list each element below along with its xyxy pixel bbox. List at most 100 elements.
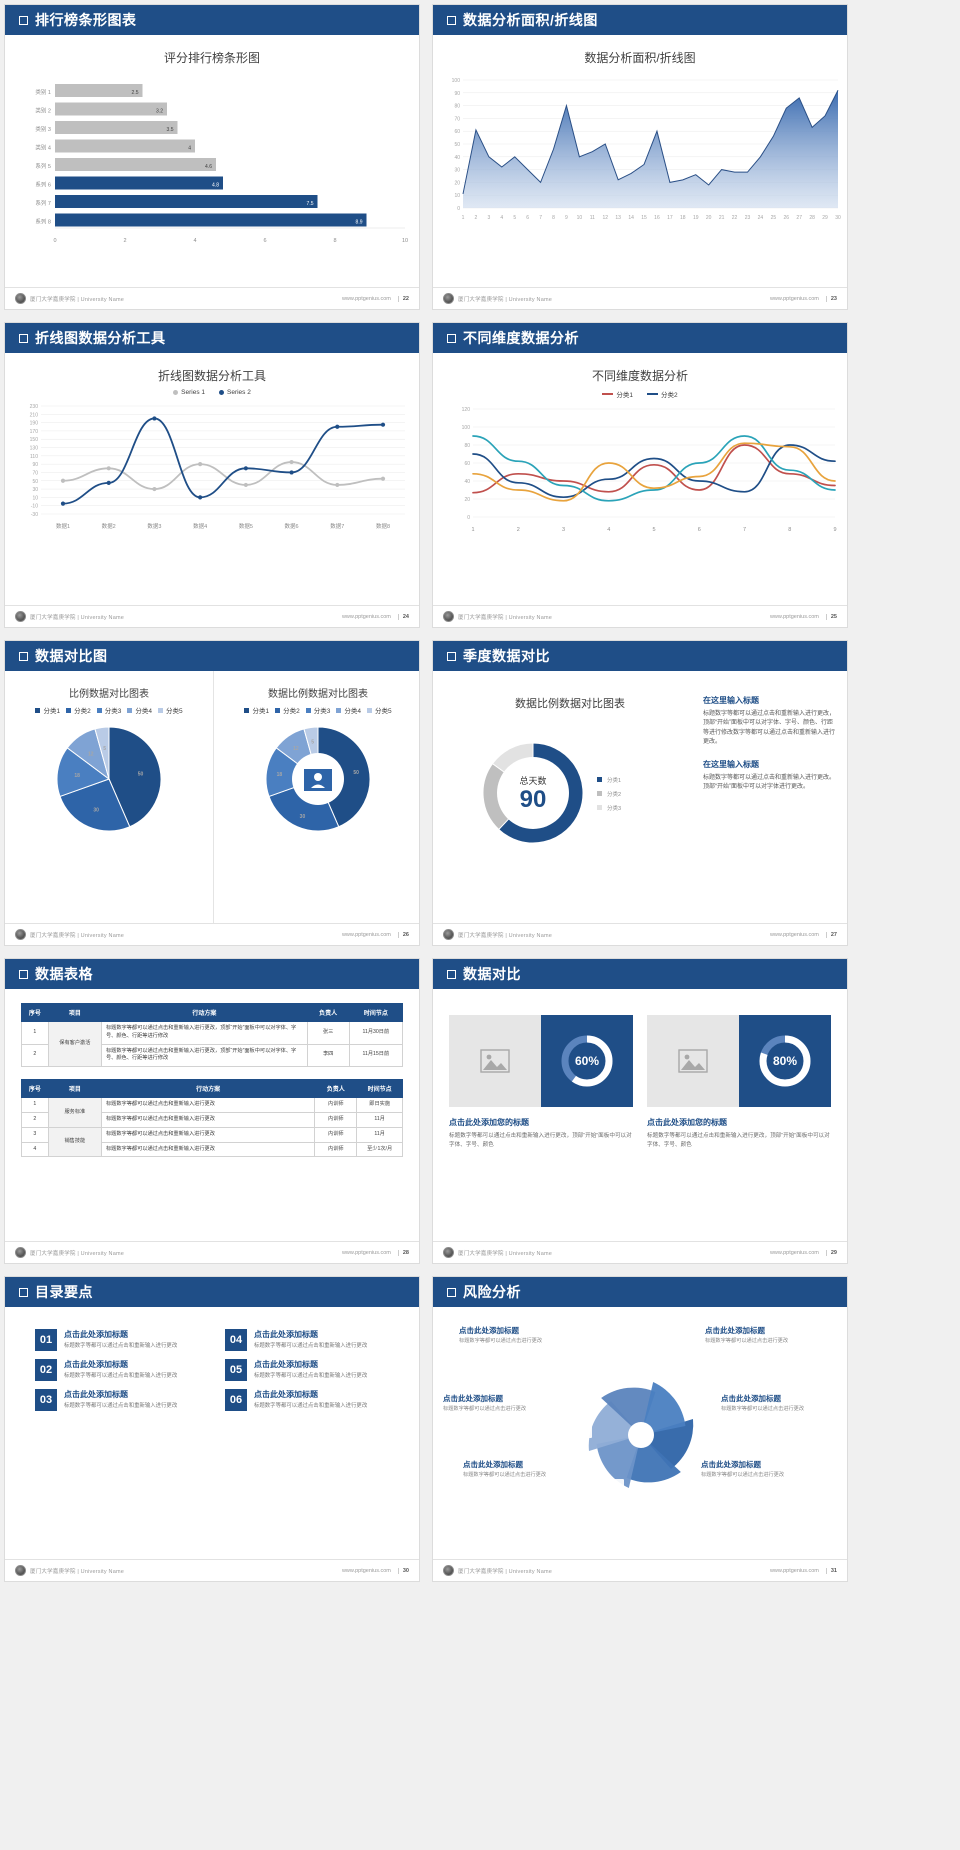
svg-text:数据1: 数据1: [56, 522, 70, 530]
footer-org: 厦门大学嘉庚学院 | University Name: [30, 932, 125, 939]
chart-title: 不同维度数据分析: [591, 369, 688, 383]
catalog-item[interactable]: 03 点击此处添加标题 标题数字等都可以通过点击和重新输入进行更改: [35, 1389, 199, 1411]
svg-text:30: 30: [835, 215, 841, 221]
risk-item[interactable]: 点击此处添加标题 标题数字等都可以通过点击进行更改: [459, 1325, 577, 1346]
slide-title-bar: 数据表格: [5, 959, 419, 989]
risk-heading: 点击此处添加标题: [721, 1394, 781, 1403]
document-icon: [673, 1369, 686, 1382]
footer-url: www.pptgenius.com: [769, 931, 819, 938]
svg-text:60: 60: [454, 129, 460, 135]
svg-text:系列 7: 系列 7: [35, 199, 51, 207]
svg-text:4.6: 4.6: [205, 164, 212, 170]
person-icon: [304, 769, 332, 791]
square-bullet-icon: [19, 1287, 28, 1297]
legend-swatch: [127, 707, 133, 713]
compare-item: 80% 点击此处添加您的标题 标题数字等都可以通过点击和重新输入进行更改，顶部“…: [647, 1015, 831, 1150]
svg-text:系列 5: 系列 5: [35, 162, 51, 170]
svg-text:30: 30: [93, 808, 99, 814]
pie-panel-left: 比例数据对比图表 分类1 分类2 分类3 分类4 分类5 50 30 18 12 5: [5, 671, 213, 923]
svg-text:90: 90: [520, 786, 547, 813]
svg-text:类别 3: 类别 3: [35, 125, 51, 133]
svg-text:10: 10: [577, 215, 583, 221]
data-table-1: 序号 项目 行动方案 负责人 时间节点 1 保有客户激活 标题数字等都可以通过点击和重新输入进…: [21, 1003, 404, 1068]
table-cell: 保有客户激活: [47, 1020, 102, 1068]
svg-text:26: 26: [783, 215, 789, 221]
footer-org: 厦门大学嘉庚学院 | University Name: [30, 1250, 125, 1257]
svg-text:类别 2: 类别 2: [35, 107, 51, 115]
svg-text:17: 17: [667, 215, 673, 221]
catalog-text: 标题数字等都可以通过点击和重新输入进行更改: [254, 1373, 368, 1379]
catalog-item[interactable]: 05 点击此处添加标题 标题数字等都可以通过点击和重新输入进行更改: [225, 1359, 389, 1381]
table-cell: 至少1次/月: [356, 1141, 403, 1158]
svg-text:70: 70: [454, 116, 460, 122]
legend-label: 分类5: [374, 708, 392, 715]
legend-item: 分类1: [244, 705, 269, 715]
svg-text:40: 40: [454, 155, 460, 161]
catalog-text: 标题数字等都可以通过点击和重新输入进行更改: [64, 1343, 178, 1349]
slide-catalog: 目录要点 01 点击此处添加标题 标题数字等都可以通过点击和重新输入进行更改 04 点击…: [4, 1276, 420, 1582]
risk-item[interactable]: 点击此处添加标题 标题数字等都可以通过点击进行更改: [721, 1393, 839, 1414]
university-crest-icon: [443, 1247, 454, 1258]
table-cell: 11月: [356, 1126, 403, 1143]
catalog-item[interactable]: 01 点击此处添加标题 标题数字等都可以通过点击和重新输入进行更改: [35, 1329, 199, 1351]
risk-item[interactable]: 点击此处添加标题 标题数字等都可以通过点击进行更改: [463, 1459, 581, 1480]
risk-item[interactable]: 点击此处添加标题 标题数字等都可以通过点击进行更改: [701, 1459, 819, 1480]
svg-text:60: 60: [464, 461, 470, 467]
slide-title: 排行榜条形图表: [35, 12, 137, 28]
svg-text:4.8: 4.8: [212, 183, 219, 189]
svg-text:9: 9: [833, 527, 836, 533]
svg-text:70: 70: [32, 470, 38, 476]
svg-text:6: 6: [698, 527, 701, 533]
catalog-heading: 点击此处添加标题: [64, 1390, 128, 1399]
svg-text:11: 11: [590, 215, 595, 221]
slide-title: 数据对比图: [35, 648, 108, 664]
risk-item[interactable]: 点击此处添加标题 标题数字等都可以通过点击进行更改: [443, 1393, 561, 1414]
risk-heading: 点击此处添加标题: [463, 1460, 523, 1469]
legend-swatch: [366, 707, 372, 713]
slide-footer: 厦门大学嘉庚学院 | University Name www.pptgenius…: [433, 1559, 847, 1581]
catalog-heading: 点击此处添加标题: [254, 1330, 318, 1339]
footer-page: 25: [825, 613, 837, 620]
svg-text:3: 3: [562, 527, 565, 533]
catalog-item[interactable]: 06 点击此处添加标题 标题数字等都可以通过点击和重新输入进行更改: [225, 1389, 389, 1411]
block-text: 标题数字等都可以通过点击和重新输入进行更改。顶部“开始”面板中可以对字体进行更改…: [703, 775, 836, 791]
catalog-list: 01 点击此处添加标题 标题数字等都可以通过点击和重新输入进行更改 04 点击此处添加标…: [5, 1307, 419, 1411]
svg-text:80: 80: [454, 104, 460, 110]
university-crest-icon: [15, 611, 26, 622]
svg-text:5: 5: [652, 527, 655, 533]
slide-title-bar: 排行榜条形图表: [5, 5, 419, 35]
svg-text:29: 29: [822, 215, 828, 221]
svg-text:50: 50: [138, 771, 144, 777]
table-header: 项目: [47, 1079, 102, 1099]
svg-text:19: 19: [693, 215, 699, 221]
footer-url: www.pptgenius.com: [769, 1567, 819, 1574]
person-icon: [673, 1479, 686, 1492]
footer-page: 27: [825, 931, 837, 938]
catalog-heading: 点击此处添加标题: [254, 1360, 318, 1369]
legend-item: 分类4: [336, 705, 361, 715]
table-cell: 标题数字等都可以通过点击和重新输入进行更改: [100, 1111, 316, 1128]
svg-text:2.5: 2.5: [132, 90, 139, 96]
risk-item[interactable]: 点击此处添加标题 标题数字等都可以通过点击进行更改: [705, 1325, 823, 1346]
legend-label: 分类1: [616, 392, 633, 399]
svg-text:10: 10: [454, 193, 460, 199]
table-cell: 1: [21, 1097, 49, 1113]
catalog-item[interactable]: 04 点击此处添加标题 标题数字等都可以通过点击和重新输入进行更改: [225, 1329, 389, 1351]
footer-page: 26: [397, 931, 409, 938]
catalog-item[interactable]: 02 点击此处添加标题 标题数字等都可以通过点击和重新输入进行更改: [35, 1359, 199, 1381]
slide-footer: 厦门大学嘉庚学院 | University Name www.pptgenius…: [433, 287, 847, 309]
catalog-number: 04: [225, 1329, 247, 1351]
slide-footer: 厦门大学嘉庚学院 | University Name www.pptgenius…: [5, 923, 419, 945]
risk-heading: 点击此处添加标题: [701, 1460, 761, 1469]
svg-text:30: 30: [454, 168, 460, 174]
footer-url: www.pptgenius.com: [769, 295, 819, 302]
svg-text:数据8: 数据8: [376, 522, 390, 530]
svg-text:12: 12: [293, 746, 299, 752]
svg-text:总天数: 总天数: [519, 775, 546, 786]
line-chart: 230 210 190 170 150 130 110 90 70 50 30 10 -10 -30 数据1…: [30, 404, 405, 530]
svg-text:18: 18: [680, 215, 686, 221]
catalog-number: 02: [35, 1359, 57, 1381]
slide-title: 不同维度数据分析: [463, 330, 579, 346]
svg-text:30: 30: [300, 814, 306, 820]
slide-multidim: 不同维度数据分析 不同维度数据分析 分类1 分类2 120 100 80 60 40 20…: [432, 322, 848, 628]
